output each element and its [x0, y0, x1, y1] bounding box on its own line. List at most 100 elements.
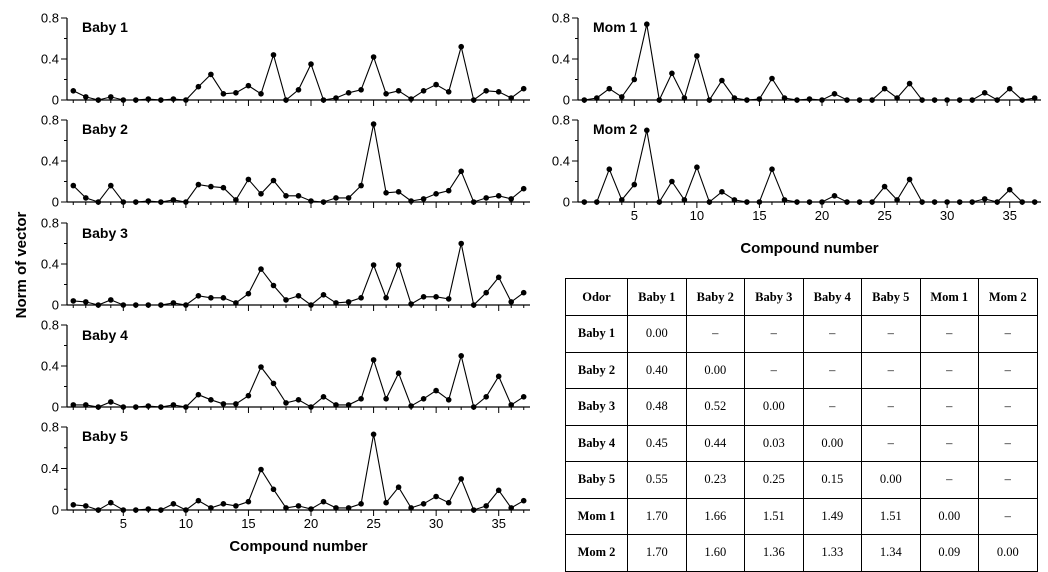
- series-line: [72, 123, 525, 203]
- data-point: [508, 196, 514, 202]
- data-point: [233, 197, 239, 203]
- data-point: [969, 97, 975, 103]
- data-point: [245, 176, 252, 183]
- data-point: [83, 299, 89, 305]
- x-tick-label: 15: [752, 208, 766, 223]
- data-point: [108, 94, 114, 100]
- data-point: [483, 88, 490, 94]
- data-point: [1006, 186, 1013, 193]
- data-point: [1019, 97, 1025, 103]
- table-cell: 1.51: [744, 497, 804, 535]
- data-point: [308, 198, 314, 204]
- data-point: [345, 299, 352, 305]
- table-cell: 1.60: [685, 534, 745, 572]
- data-point: [445, 187, 452, 194]
- table-cell: 1.51: [861, 497, 921, 535]
- data-point: [245, 290, 252, 297]
- data-point: [420, 396, 427, 402]
- distance-table-container: Odor Baby 1 Baby 2 Baby 3 Baby 4 Baby 5 …: [565, 278, 1038, 572]
- data-point: [258, 466, 264, 473]
- data-point: [120, 404, 127, 410]
- data-point: [170, 402, 177, 408]
- row-header-cell: Mom 2: [565, 534, 628, 572]
- table-cell: –: [978, 424, 1038, 462]
- data-point: [145, 403, 152, 409]
- data-point: [183, 302, 189, 308]
- data-point: [83, 503, 89, 509]
- chart-panel: 0 0.4 0.8 Baby 3: [41, 216, 530, 313]
- data-point: [894, 95, 900, 101]
- table-cell: –: [744, 315, 804, 353]
- data-point: [370, 54, 377, 60]
- table-cell: 0.52: [685, 388, 745, 426]
- table-cell: 0.00: [685, 351, 745, 389]
- data-point: [445, 499, 452, 506]
- data-point: [420, 294, 427, 300]
- data-point: [183, 507, 189, 513]
- data-point: [470, 404, 477, 410]
- data-point: [906, 80, 913, 87]
- data-point: [856, 97, 863, 103]
- x-tick-label: 35: [491, 516, 505, 531]
- y-tick-label: 0.8: [41, 11, 59, 26]
- y-axis-title: Norm of vector: [13, 211, 30, 318]
- data-point: [320, 498, 327, 505]
- data-point: [706, 199, 713, 205]
- table-cell: 0.00: [978, 534, 1038, 572]
- data-point: [470, 199, 477, 205]
- data-point: [881, 85, 888, 92]
- table-cell: 1.49: [802, 497, 862, 535]
- table-cell: 0.23: [685, 461, 745, 499]
- data-point: [295, 397, 302, 403]
- data-point: [508, 299, 514, 305]
- table-cell: –: [978, 315, 1038, 353]
- data-point: [220, 184, 227, 191]
- data-point: [906, 176, 913, 183]
- table-cell: 0.00: [802, 424, 862, 462]
- panel-label: Mom 2: [593, 121, 638, 137]
- data-point: [145, 96, 152, 102]
- data-point: [383, 396, 389, 402]
- data-point: [520, 185, 527, 192]
- table-cell: 1.66: [685, 497, 745, 535]
- table-cell: –: [919, 424, 979, 462]
- data-point: [258, 191, 264, 197]
- data-point: [208, 295, 214, 301]
- data-point: [994, 97, 1000, 103]
- data-point: [806, 96, 813, 102]
- data-point: [283, 400, 289, 406]
- data-point: [333, 402, 339, 408]
- data-point: [594, 199, 600, 205]
- data-point: [220, 401, 227, 407]
- data-point: [458, 353, 465, 359]
- data-point: [581, 199, 588, 205]
- data-point: [83, 195, 89, 201]
- table-cell: 0.55: [627, 461, 687, 499]
- table-cell: –: [978, 497, 1038, 535]
- table-cell: –: [685, 315, 745, 353]
- data-point: [320, 394, 327, 400]
- data-point: [183, 97, 189, 103]
- data-point: [70, 182, 77, 189]
- data-point: [844, 97, 850, 103]
- data-point: [258, 91, 264, 97]
- data-point: [495, 373, 502, 380]
- table-cell: 0.48: [627, 388, 687, 426]
- x-axis-title: Compound number: [740, 240, 878, 257]
- data-point: [195, 181, 202, 188]
- panel-label: Baby 5: [82, 428, 128, 444]
- data-point: [158, 302, 164, 308]
- data-point: [508, 402, 514, 408]
- chart-panel: 0 0.4 0.8 Baby 2: [41, 113, 530, 210]
- data-point: [208, 183, 214, 190]
- data-point: [806, 199, 813, 205]
- data-point: [844, 199, 850, 205]
- table-cell: –: [861, 388, 921, 426]
- data-point: [520, 85, 527, 92]
- data-point: [133, 97, 139, 103]
- data-point: [170, 96, 177, 102]
- data-point: [856, 199, 863, 205]
- data-point: [594, 95, 600, 101]
- table-cell: 0.44: [685, 424, 745, 462]
